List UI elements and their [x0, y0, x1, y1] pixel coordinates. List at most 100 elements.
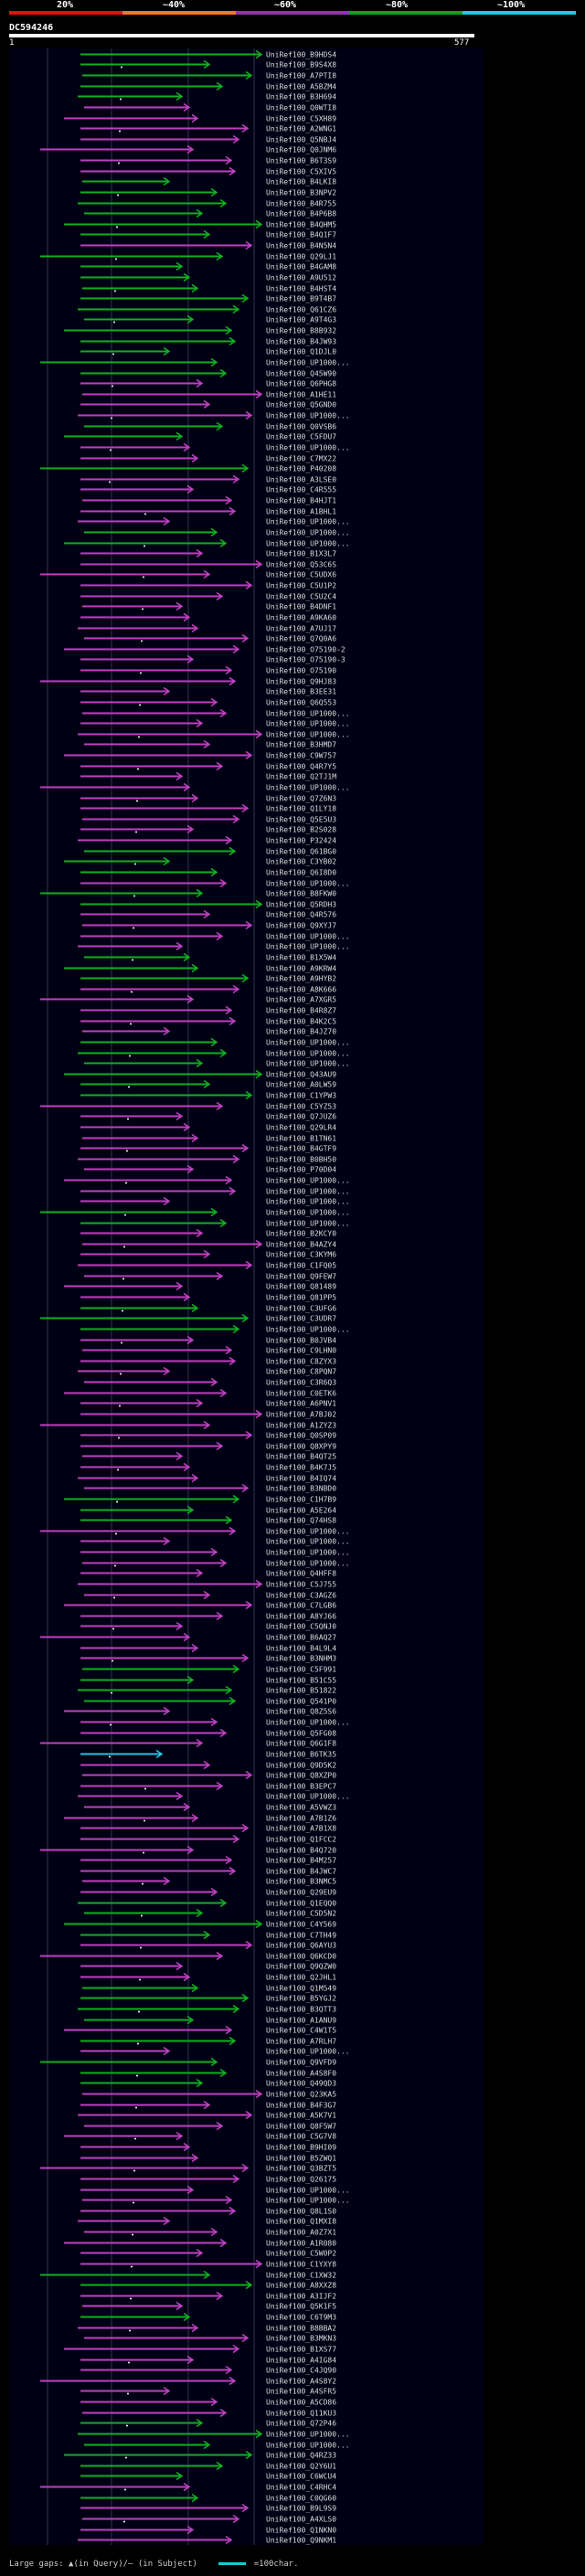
hit-row[interactable]: UniRef100_UP1000... — [80, 718, 350, 728]
hit-row[interactable]: UniRef100_C7TH49 — [80, 1930, 336, 1940]
hit-row[interactable]: UniRef100_Q29LJ1 — [40, 251, 336, 261]
hit-id-label[interactable]: UniRef100_Q9VFD9 — [266, 2059, 336, 2067]
hit-row[interactable]: UniRef100_B3EE31 — [80, 686, 336, 696]
hit-id-label[interactable]: UniRef100_B9HDS4 — [266, 51, 336, 59]
hit-id-label[interactable]: UniRef100_B3EPC7 — [266, 1783, 336, 1791]
hit-row[interactable]: UniRef100_UP1000... — [84, 527, 350, 537]
hit-id-label[interactable]: UniRef100_A7B1Z6 — [266, 1815, 336, 1823]
hit-id-label[interactable]: UniRef100_C3KYM6 — [266, 1251, 336, 1259]
hit-id-label[interactable]: UniRef100_UP1000... — [266, 444, 350, 452]
hit-id-label[interactable]: UniRef100_Q6G1F8 — [266, 1740, 336, 1748]
hit-row[interactable]: UniRef100_B2KCY0 — [80, 1228, 336, 1238]
hit-row[interactable]: UniRef100_B3NHM3 — [80, 1653, 336, 1663]
hit-row[interactable]: UniRef100_A0LW59 — [80, 1079, 336, 1089]
hit-row[interactable]: UniRef100_C8PQN7 — [78, 1366, 336, 1376]
hit-row[interactable]: UniRef100_C1FQ05 — [78, 1260, 336, 1270]
hit-id-label[interactable]: UniRef100_O75190 — [266, 667, 336, 675]
hit-row[interactable]: UniRef100_Q0JNM6 — [40, 144, 336, 154]
hit-row[interactable]: UniRef100_C3UFG6 — [80, 1303, 336, 1313]
hit-id-label[interactable]: UniRef100_B4AZY4 — [266, 1241, 336, 1249]
hit-id-label[interactable]: UniRef100_UP1000... — [266, 720, 350, 728]
hit-id-label[interactable]: UniRef100_UP1000... — [266, 1177, 350, 1185]
hit-row[interactable]: UniRef100_O75190-3 — [80, 654, 346, 664]
hit-id-label[interactable]: UniRef100_B4Q1F7 — [266, 231, 336, 239]
hit-row[interactable]: UniRef100_A7B1X8 — [80, 1823, 336, 1833]
hit-id-label[interactable]: UniRef100_UP1000... — [266, 1326, 350, 1334]
hit-id-label[interactable]: UniRef100_A9KA60 — [266, 614, 336, 622]
hit-id-label[interactable]: UniRef100_Q6KCD0 — [266, 1953, 336, 1961]
hit-id-label[interactable]: UniRef100_C5F991 — [266, 1666, 336, 1674]
hit-id-label[interactable]: UniRef100_B4R8Z7 — [266, 1007, 336, 1015]
hit-id-label[interactable]: UniRef100_Q2TJ1M — [266, 773, 336, 781]
hit-row[interactable]: UniRef100_B4Q1F7 — [80, 229, 336, 239]
hit-row[interactable]: UniRef100_Q1MXI8 — [78, 2216, 336, 2226]
hit-id-label[interactable]: UniRef100_P70D04 — [266, 1166, 336, 1174]
hit-id-label[interactable]: UniRef100_C4RHC4 — [266, 2484, 336, 2492]
hit-id-label[interactable]: UniRef100_UP1000... — [266, 2442, 350, 2450]
hit-row[interactable]: UniRef100_B9HDS4 — [80, 49, 336, 59]
hit-row[interactable]: UniRef100_C1XW32 — [40, 2270, 336, 2280]
hit-row[interactable]: UniRef100_A3LSE0 — [80, 474, 336, 484]
hit-row[interactable]: UniRef100_A7BJ02 — [80, 1409, 336, 1419]
hit-row[interactable]: UniRef100_B4LKI8 — [82, 176, 336, 186]
hit-id-label[interactable]: UniRef100_B4JWC7 — [266, 1868, 336, 1876]
hit-id-label[interactable]: UniRef100_O75190-3 — [266, 656, 346, 664]
hit-id-label[interactable]: UniRef100_C7LGB6 — [266, 1602, 336, 1610]
hit-row[interactable]: UniRef100_A3IJF2 — [80, 2291, 336, 2301]
hit-id-label[interactable]: UniRef100_C5YZ53 — [266, 1103, 336, 1111]
hit-row[interactable]: UniRef100_A9U512 — [80, 272, 336, 282]
hit-row[interactable]: UniRef100_B1TN61 — [82, 1133, 336, 1143]
hit-id-label[interactable]: UniRef100_UP1000... — [266, 933, 350, 941]
hit-id-label[interactable]: UniRef100_UP1000... — [266, 529, 350, 537]
hit-row[interactable]: UniRef100_C4R555 — [80, 484, 336, 494]
hit-row[interactable]: UniRef100_A1ZYZ3 — [40, 1420, 336, 1430]
hit-id-label[interactable]: UniRef100_C8PQN7 — [266, 1368, 336, 1376]
hit-id-label[interactable]: UniRef100_B4HST4 — [266, 285, 336, 293]
hit-id-label[interactable]: UniRef100_A1ZYZ3 — [266, 1422, 336, 1430]
hit-id-label[interactable]: UniRef100_B4L9L4 — [266, 1645, 336, 1653]
hit-id-label[interactable]: UniRef100_B3MKN3 — [266, 2335, 336, 2343]
hit-id-label[interactable]: UniRef100_Q1FCC2 — [266, 1836, 336, 1844]
hit-id-label[interactable]: UniRef100_C4JQ90 — [266, 2367, 336, 2375]
hit-id-label[interactable]: UniRef100_B3H694 — [266, 93, 336, 101]
hit-id-label[interactable]: UniRef100_O75190-2 — [266, 646, 346, 654]
hit-id-label[interactable]: UniRef100_Q9XYJ7 — [266, 922, 336, 930]
hit-id-label[interactable]: UniRef100_A1ANU9 — [266, 2017, 336, 2025]
hit-row[interactable]: UniRef100_Q9D5K2 — [80, 1760, 336, 1770]
hit-row[interactable]: UniRef100_UP1000... — [80, 1536, 350, 1546]
hit-id-label[interactable]: UniRef100_C1YXY8 — [266, 2261, 336, 2269]
hit-row[interactable]: UniRef100_B4R755 — [78, 198, 336, 208]
hit-row[interactable]: UniRef100_A7PTI8 — [82, 70, 336, 80]
hit-id-label[interactable]: UniRef100_B4F3G7 — [266, 2102, 336, 2110]
hit-id-label[interactable]: UniRef100_A6PNV1 — [266, 1400, 336, 1408]
hit-row[interactable]: UniRef100_Q3BZT5 — [40, 2163, 336, 2173]
hit-id-label[interactable]: UniRef100_Q9D5K2 — [266, 1762, 336, 1770]
hit-row[interactable]: UniRef100_B4Q720 — [40, 1845, 336, 1855]
hit-id-label[interactable]: UniRef100_A4XLS0 — [266, 2516, 336, 2524]
hit-id-label[interactable]: UniRef100_UP1000... — [266, 1793, 350, 1801]
hit-row[interactable]: UniRef100_C5XIV5 — [80, 166, 336, 176]
hit-row[interactable]: UniRef100_B9T4B7 — [80, 293, 336, 303]
hit-row[interactable]: UniRef100_Q541P0 — [84, 1696, 336, 1706]
hit-id-label[interactable]: UniRef100_UP1000... — [266, 1060, 350, 1068]
hit-row[interactable]: UniRef100_B5ZWQ1 — [80, 2153, 336, 2163]
hit-id-label[interactable]: UniRef100_A7PTI8 — [266, 72, 336, 80]
hit-row[interactable]: UniRef100_Q5NBJ4 — [80, 134, 336, 144]
hit-id-label[interactable]: UniRef100_C1H7B9 — [266, 1496, 336, 1504]
hit-row[interactable]: UniRef100_UP1000... — [80, 931, 350, 941]
hit-id-label[interactable]: UniRef100_C5FDU7 — [266, 433, 336, 441]
hit-id-label[interactable]: UniRef100_Q1EQQ0 — [266, 1900, 336, 1908]
hit-id-label[interactable]: UniRef100_B4M257 — [266, 1857, 336, 1865]
hit-row[interactable]: UniRef100_B3NPV2 — [80, 187, 336, 197]
hit-row[interactable]: UniRef100_Q9FEW7 — [84, 1271, 336, 1281]
hit-id-label[interactable]: UniRef100_Q6AYU3 — [266, 1942, 336, 1950]
hit-row[interactable]: UniRef100_B4GAM8 — [80, 261, 336, 271]
hit-row[interactable]: UniRef100_UP1000... — [82, 708, 350, 718]
hit-id-label[interactable]: UniRef100_Q6I8D0 — [266, 869, 336, 877]
hit-id-label[interactable]: UniRef100_B1X3L7 — [266, 550, 336, 558]
hit-row[interactable]: UniRef100_UP1000... — [78, 941, 350, 951]
hit-row[interactable]: UniRef100_Q7Z6N3 — [80, 793, 336, 803]
hit-id-label[interactable]: UniRef100_UP1000... — [266, 1198, 350, 1206]
hit-id-label[interactable]: UniRef100_B1XS77 — [266, 2346, 336, 2354]
hit-id-label[interactable]: UniRef100_Q5FG08 — [266, 1730, 336, 1738]
